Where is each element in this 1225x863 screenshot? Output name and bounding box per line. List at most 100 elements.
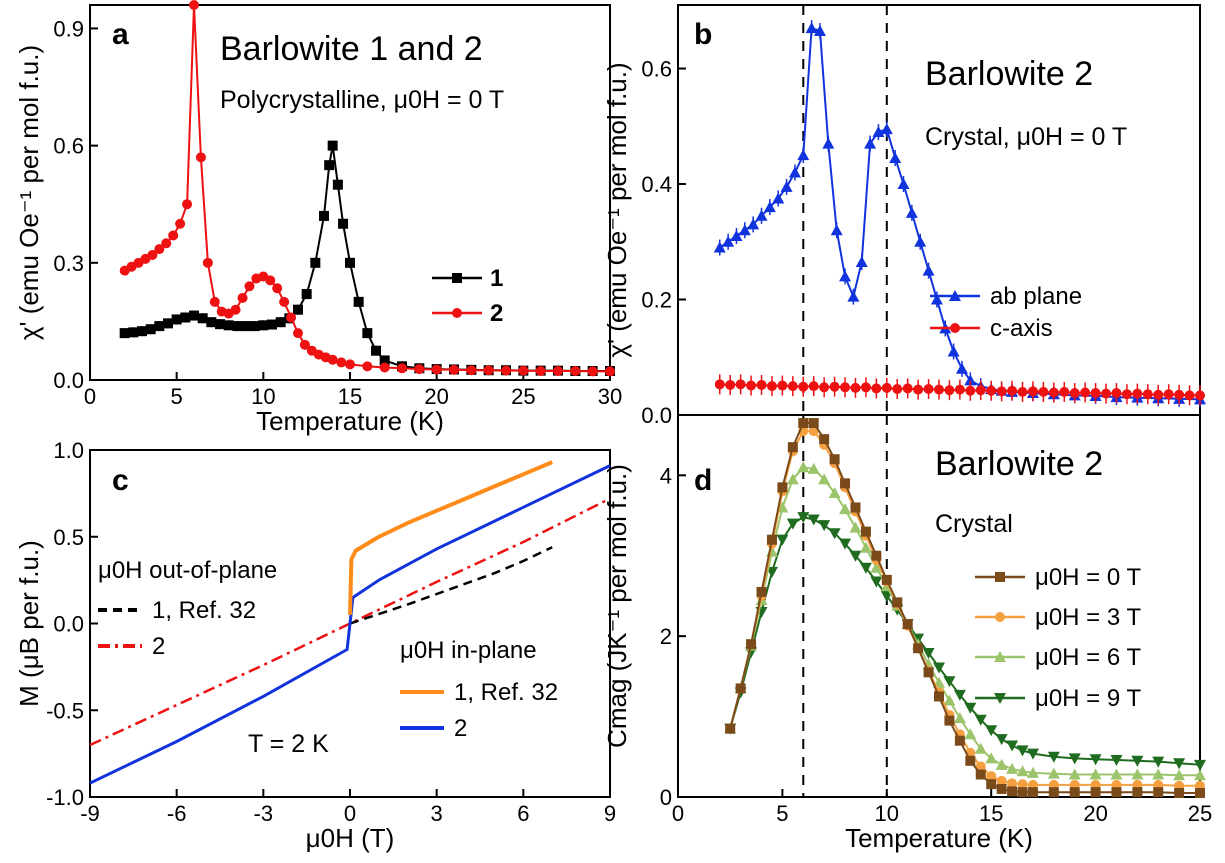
data-point [197,313,208,324]
data-point [889,152,902,164]
data-point [777,380,788,391]
data-point [975,769,986,780]
data-point [819,434,830,445]
x-tick-label: -9 [80,801,100,826]
x-tick-label: 10 [875,801,899,826]
data-point [914,235,927,247]
data-point [362,328,373,339]
data-point [1089,768,1102,780]
x-tick-label: 10 [251,384,275,409]
legend-marker [994,693,1006,704]
data-point [145,324,156,335]
legend-marker [994,651,1006,662]
data-point [286,312,297,323]
data-point [859,541,872,553]
data-point [1195,787,1205,798]
y-tick-label: 0.3 [53,251,84,276]
data-point [1131,755,1144,767]
data-point [241,321,251,332]
data-point [1173,769,1186,781]
data-point [840,382,851,393]
data-point [1059,386,1070,397]
data-point [944,715,955,726]
data-point [1110,755,1123,767]
y-tick-label: 0.6 [53,134,84,159]
y-tick-label: 4 [660,463,672,488]
data-point [338,218,349,229]
legend-label: 1, Ref. 32 [152,597,256,624]
data-point [209,296,220,307]
data-point [570,366,581,377]
data-point [953,712,966,724]
legend-label: μ0H = 0 T [1035,564,1141,591]
y-tick-label: -0.5 [46,698,84,723]
data-point [974,714,987,726]
legend-marker [452,273,462,283]
data-point [237,292,248,303]
x-tick-label: 20 [424,384,448,409]
legend-label: 2 [152,633,165,660]
x-tick-label: 5 [171,384,183,409]
data-point [934,384,944,395]
data-point [175,218,186,229]
data-point [1153,389,1164,400]
data-point [766,534,777,545]
data-point [713,241,726,253]
data-point [414,364,425,375]
data-point [996,386,1007,397]
data-point [943,694,956,706]
data-point [913,384,924,395]
data-point [1152,756,1165,768]
data-point [922,648,935,660]
data-point [807,462,820,474]
data-point [965,755,976,766]
legend-label: 2 [454,715,467,742]
data-point [189,310,199,321]
data-point [128,327,139,338]
data-point [215,319,225,330]
data-point [154,244,165,255]
x-tick-label: 9 [604,801,616,826]
data-point [168,230,179,241]
data-point [1173,758,1186,770]
data-point [154,321,165,332]
data-point [1016,745,1029,757]
legend-label: c-axis [990,315,1053,342]
data-point [822,137,835,149]
data-point [327,354,338,365]
panel-a-letter: a [112,18,129,51]
data-point [996,775,1007,786]
data-point [1017,386,1028,397]
data-point [829,381,840,392]
data-point [1090,787,1101,798]
data-point [870,561,883,573]
y-tick-label: 0.2 [641,288,672,313]
data-point [319,210,329,221]
y-tick-label: 0.0 [53,612,84,637]
data-point [1007,778,1018,789]
data-point [1111,388,1122,399]
data-point [431,364,442,375]
data-point [788,166,801,178]
data-point [379,362,390,373]
data-point [1048,787,1059,798]
data-point [1194,759,1206,771]
data-point [975,385,986,396]
data-point [553,366,563,377]
data-point [1174,787,1185,798]
data-point [880,123,893,135]
data-point [755,209,768,221]
x-tick-label: 30 [598,384,622,409]
data-point [798,381,809,392]
series-line [348,460,553,615]
data-point [944,385,955,396]
data-point [881,574,892,585]
data-point [881,382,892,393]
data-point [1068,768,1081,780]
data-point [813,24,826,36]
data-point [786,473,799,485]
data-point [1132,787,1143,798]
data-point [249,321,260,332]
panel-d-subtitle: Crystal [935,510,1013,538]
